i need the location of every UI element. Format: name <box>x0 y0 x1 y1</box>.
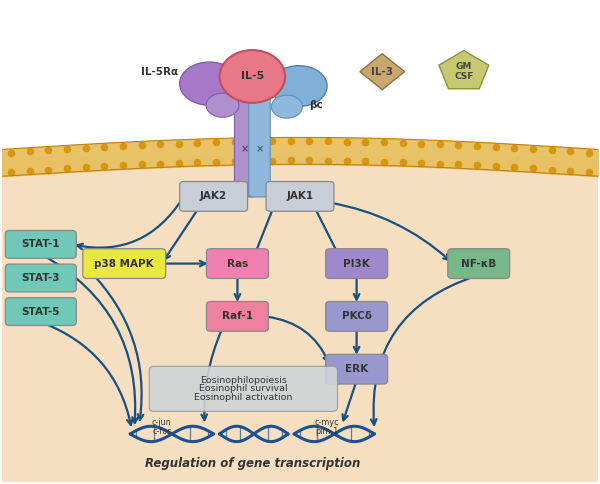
Text: JAK2: JAK2 <box>200 191 227 201</box>
Ellipse shape <box>0 149 600 484</box>
Text: STAT-5: STAT-5 <box>22 306 60 317</box>
FancyBboxPatch shape <box>5 298 76 326</box>
Ellipse shape <box>179 62 239 105</box>
Text: STAT-1: STAT-1 <box>22 240 60 249</box>
Text: NF-κB: NF-κB <box>461 258 496 269</box>
FancyBboxPatch shape <box>448 249 510 278</box>
Text: βc: βc <box>309 100 323 110</box>
FancyBboxPatch shape <box>235 95 256 197</box>
Text: Eosinophil survival: Eosinophil survival <box>199 384 288 393</box>
Text: c-fos: c-fos <box>152 426 172 436</box>
FancyBboxPatch shape <box>249 95 270 197</box>
Text: ×: × <box>256 144 263 154</box>
Text: c-jun: c-jun <box>152 418 172 427</box>
FancyBboxPatch shape <box>5 230 76 258</box>
FancyBboxPatch shape <box>326 249 388 278</box>
Text: ERK: ERK <box>345 364 368 374</box>
Text: Regulation of gene transcription: Regulation of gene transcription <box>145 457 360 470</box>
FancyBboxPatch shape <box>206 249 268 278</box>
Text: c-myc: c-myc <box>314 418 339 427</box>
Ellipse shape <box>271 95 302 118</box>
FancyBboxPatch shape <box>83 249 166 278</box>
Text: Eosinophilopoiesis: Eosinophilopoiesis <box>200 376 287 385</box>
Bar <box>2 2 598 156</box>
Text: IL-3: IL-3 <box>371 67 393 76</box>
Polygon shape <box>360 54 404 90</box>
Bar <box>2 156 598 482</box>
Ellipse shape <box>271 66 327 106</box>
Text: GM
CSF: GM CSF <box>454 62 473 81</box>
Bar <box>2 2 598 180</box>
FancyBboxPatch shape <box>326 302 388 331</box>
Text: IL-5: IL-5 <box>241 72 264 81</box>
FancyBboxPatch shape <box>5 264 76 292</box>
Text: ×: × <box>241 144 249 154</box>
Polygon shape <box>439 50 489 89</box>
FancyBboxPatch shape <box>326 354 388 384</box>
Text: IL-5Rα: IL-5Rα <box>141 67 178 76</box>
FancyBboxPatch shape <box>266 182 334 212</box>
FancyBboxPatch shape <box>149 366 338 411</box>
Text: Eosinophil activation: Eosinophil activation <box>194 393 293 402</box>
Text: p38 MAPK: p38 MAPK <box>94 258 154 269</box>
Text: PI3K: PI3K <box>343 258 370 269</box>
Text: Raf-1: Raf-1 <box>222 311 253 321</box>
FancyBboxPatch shape <box>179 182 248 212</box>
Text: STAT-3: STAT-3 <box>22 273 60 283</box>
FancyBboxPatch shape <box>206 302 268 331</box>
Text: JAK1: JAK1 <box>286 191 314 201</box>
Text: PKCδ: PKCδ <box>341 311 371 321</box>
Text: pim-1: pim-1 <box>315 426 338 436</box>
Text: Ras: Ras <box>227 258 248 269</box>
Ellipse shape <box>206 93 239 117</box>
Circle shape <box>220 50 285 103</box>
